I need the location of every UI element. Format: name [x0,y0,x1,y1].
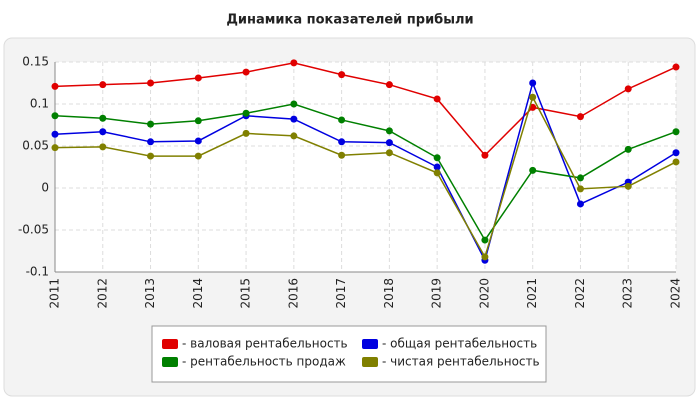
point [481,253,489,261]
point [433,95,441,103]
series-line [54,62,677,157]
point [433,169,441,177]
point [576,185,584,193]
x-tick-label: 2022 [573,278,587,309]
legend-label: - чистая рентабельность [382,355,540,369]
point [194,117,202,125]
legend-swatch [362,357,378,367]
point [99,128,107,136]
point [624,145,632,153]
point [194,74,202,82]
x-tick-label: 2016 [286,278,300,309]
point [385,139,393,147]
point [51,144,59,152]
point [481,151,489,159]
point [624,85,632,93]
point [481,236,489,244]
point [242,109,250,117]
x-tick-label: 2012 [95,278,109,309]
y-tick-label: 0 [41,181,49,195]
y-tick-label: 0.05 [22,139,49,153]
x-tick-label: 2015 [239,278,253,309]
point [529,79,537,87]
point [529,166,537,174]
point [529,93,537,101]
point [385,81,393,89]
legend-label: - рентабельность продаж [182,355,346,369]
y-tick-label: 0.15 [22,55,49,69]
point [338,151,346,159]
point [99,81,107,89]
point [290,115,298,123]
point [672,63,680,71]
point [51,112,59,120]
series-line [54,95,677,259]
chart-title: Динамика показателей прибыли [226,13,473,28]
point [576,174,584,182]
point [51,82,59,90]
point [385,127,393,135]
point [672,158,680,166]
x-tick-label: 2019 [430,278,444,309]
legend-label: - валовая рентабельность [182,337,348,351]
point [624,182,632,190]
point [290,59,298,67]
x-tick-label: 2020 [477,278,491,309]
plot-area [55,62,676,272]
x-tick-label: 2017 [334,278,348,309]
point [576,113,584,121]
point [194,152,202,160]
x-tick-label: 2024 [669,278,683,309]
point [147,152,155,160]
point [99,143,107,151]
point [672,149,680,157]
point [51,130,59,138]
x-tick-label: 2013 [143,278,157,309]
legend-swatch [162,357,178,367]
x-tick-label: 2014 [191,278,205,309]
x-tick-label: 2023 [621,278,635,309]
point [290,132,298,140]
legend-swatch [162,339,178,349]
point [242,129,250,137]
series-line [54,80,677,263]
point [290,100,298,108]
point [99,114,107,122]
x-tick-label: 2011 [48,278,62,309]
point [338,71,346,79]
y-tick-label: 0.1 [30,97,49,111]
point [147,138,155,146]
point [338,138,346,146]
point [433,163,441,171]
point [385,149,393,157]
point [147,120,155,128]
x-tick-label: 2018 [382,278,396,309]
legend-swatch [362,339,378,349]
point [338,116,346,124]
legend-label: - общая рентабельность [382,337,537,351]
y-tick-label: -0.1 [26,265,49,279]
point [576,200,584,208]
point [672,128,680,136]
point [194,137,202,145]
point [433,154,441,162]
point [242,68,250,76]
point [147,79,155,87]
series-line [54,103,677,242]
x-tick-label: 2021 [525,278,539,309]
y-tick-label: -0.05 [18,223,49,237]
legend [151,325,547,383]
